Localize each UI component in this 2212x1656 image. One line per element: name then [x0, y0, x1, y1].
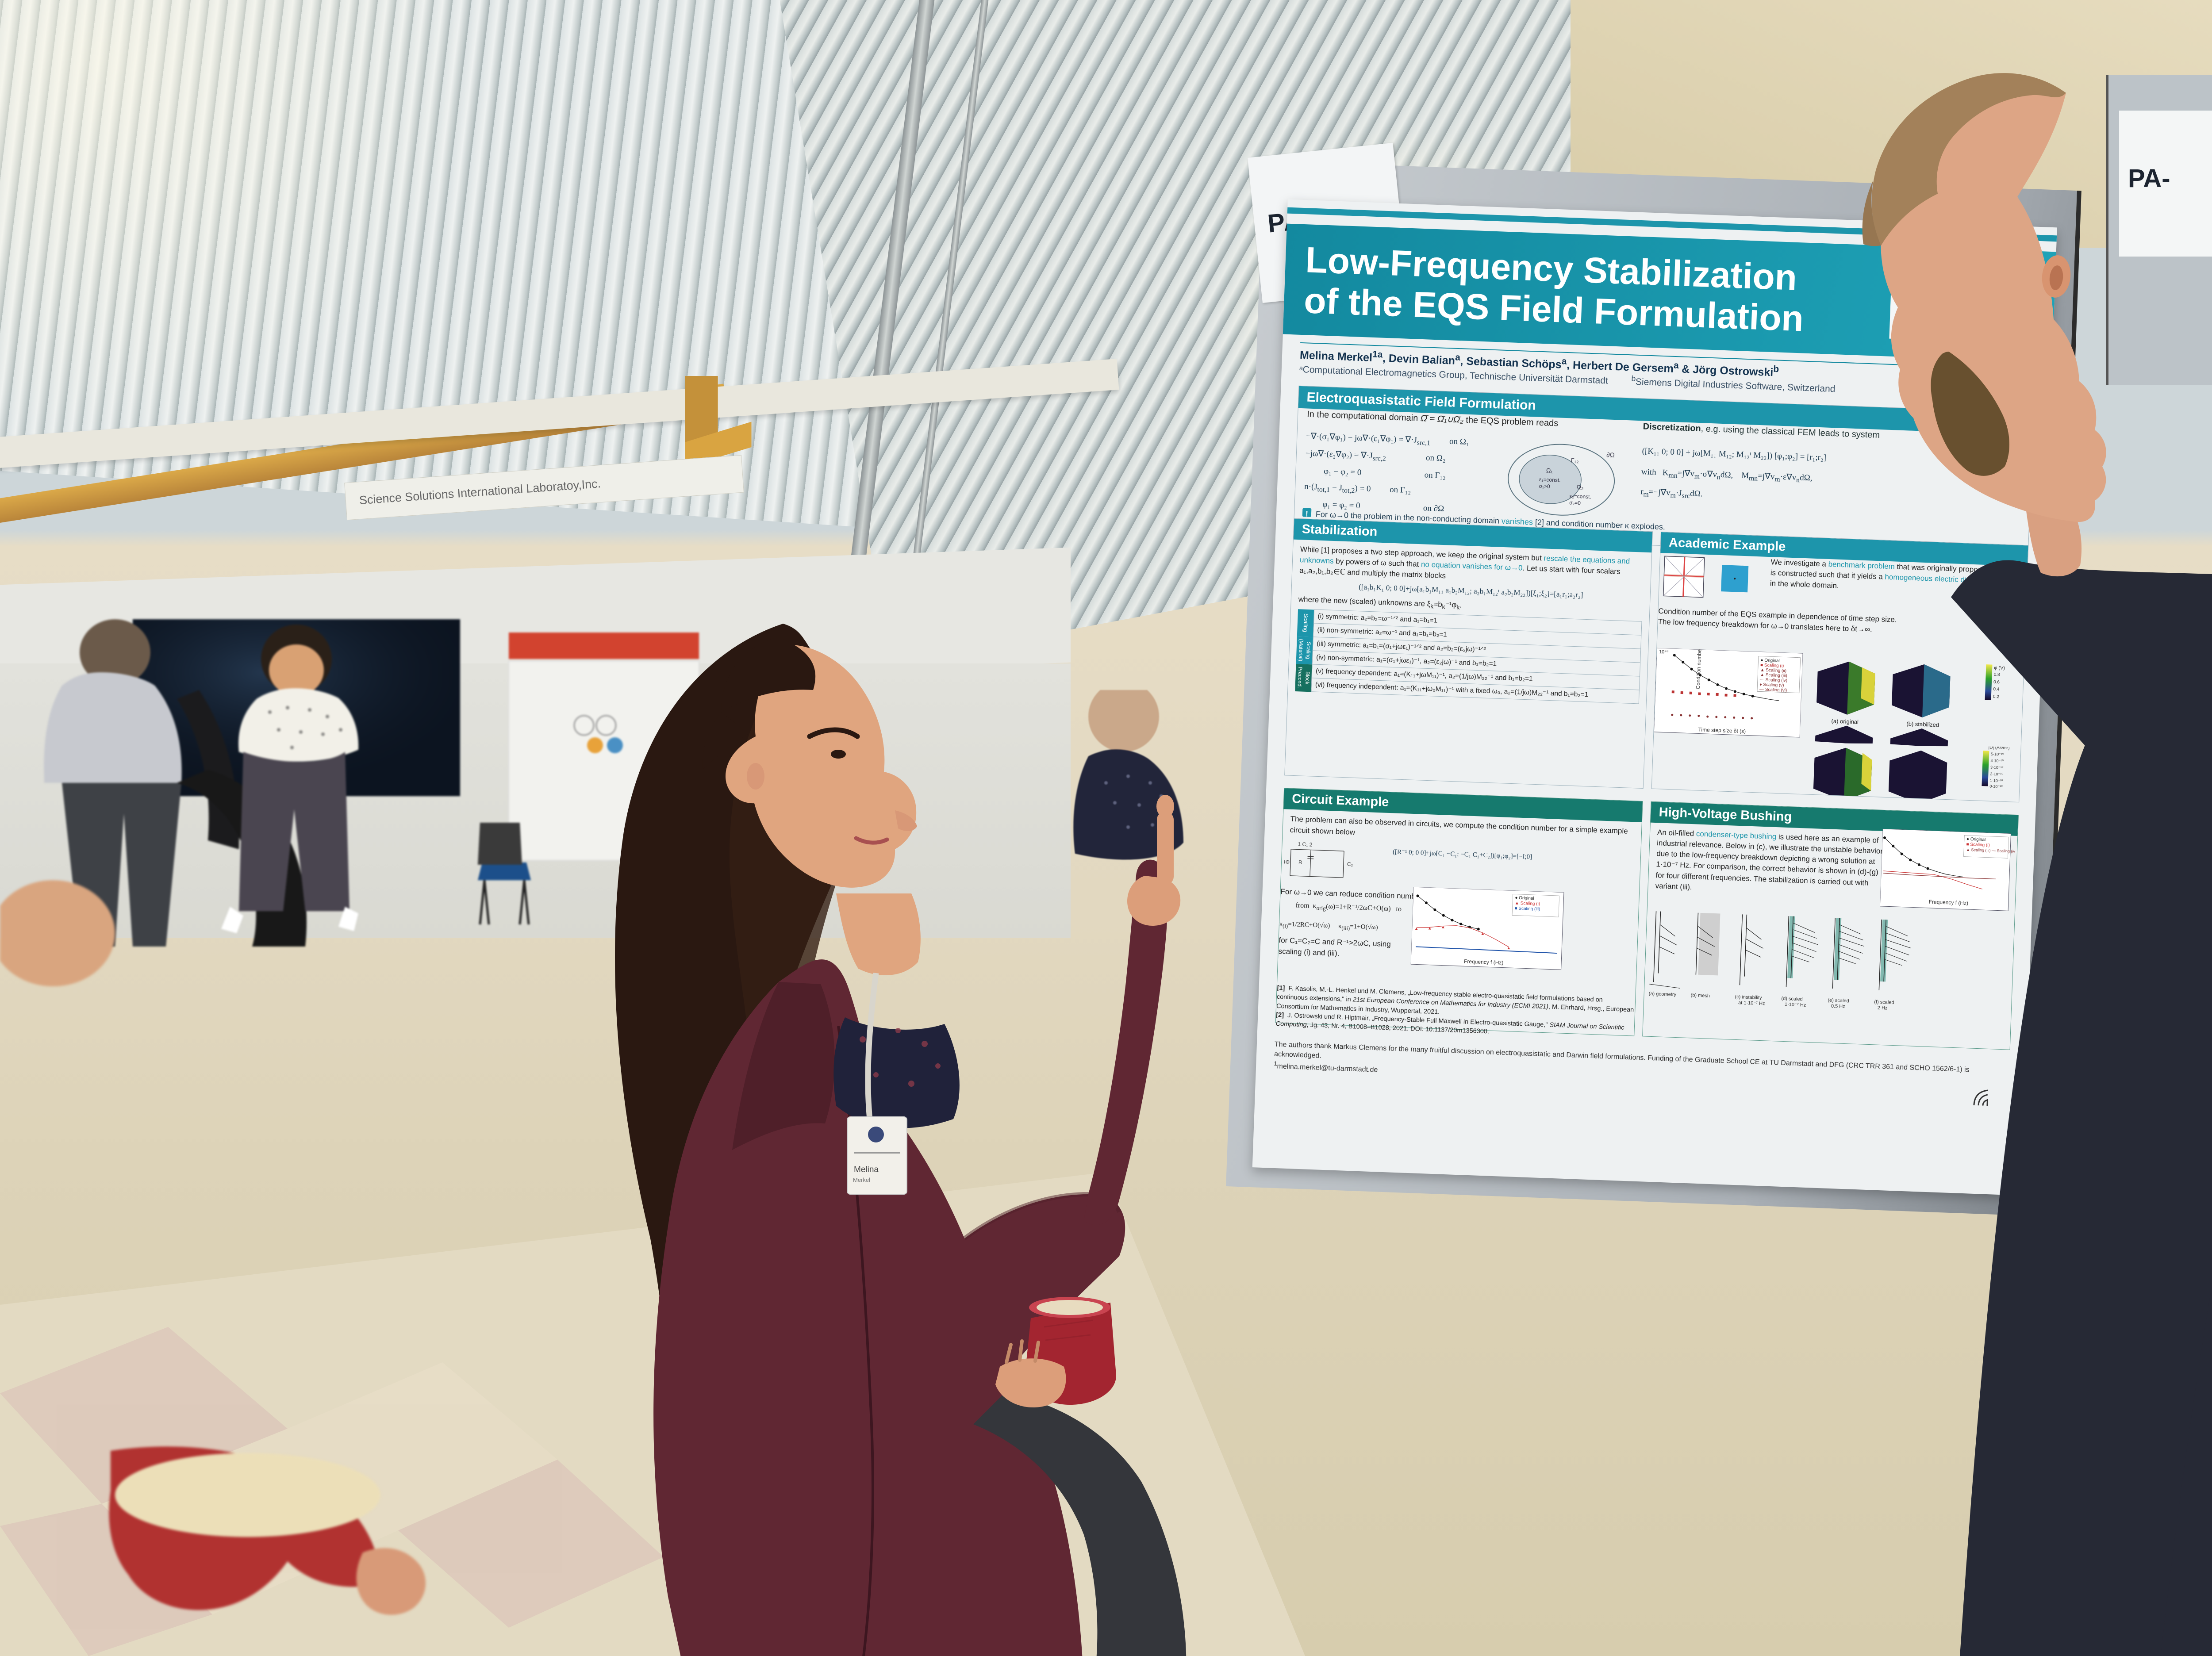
svg-text:Merkel: Merkel — [853, 1177, 870, 1183]
svg-text:Melina: Melina — [854, 1165, 879, 1174]
